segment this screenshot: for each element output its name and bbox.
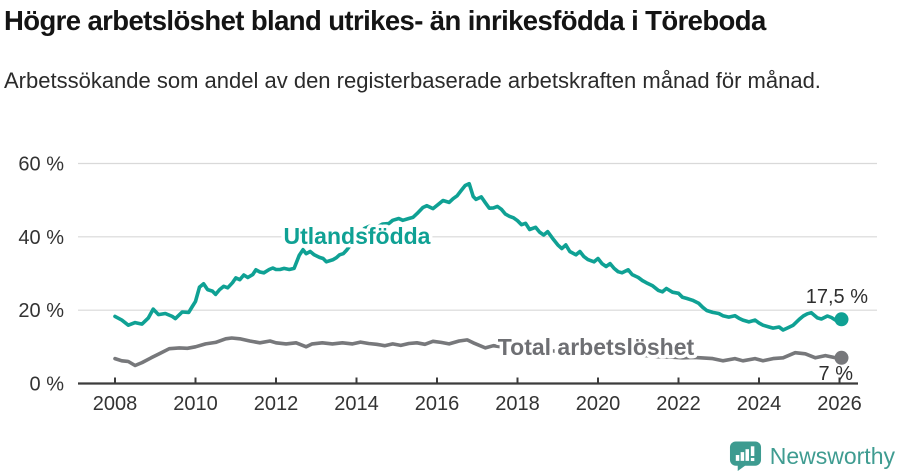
y-tick-label: 0 % [30, 374, 65, 396]
x-tick-label: 2020 [576, 393, 621, 415]
chart-subtitle: Arbetssökande som andel av den registerb… [4, 68, 821, 93]
y-tick-label: 40 % [18, 227, 64, 249]
series-label-total-arbetsloshet: Total arbetslöshet [498, 334, 695, 360]
x-tick-label: 2016 [415, 393, 460, 415]
x-tick-label: 2014 [334, 393, 379, 415]
newsworthy-brand: Newsworthy [729, 440, 895, 472]
x-tick-label: 2024 [737, 393, 782, 415]
y-tick-label: 20 % [18, 300, 64, 322]
series-end-dot-1 [834, 350, 849, 365]
bar-2 [740, 452, 744, 461]
series-line-0 [113, 181, 844, 332]
bar-3 [745, 449, 749, 461]
exclamation-stem [750, 446, 755, 456]
x-tick-label: 2008 [93, 393, 138, 415]
series-end-dot-0 [834, 312, 849, 327]
end-value-label-utlandsfodda: 17,5 % [806, 286, 868, 308]
x-tick-label: 2018 [495, 393, 540, 415]
x-tick-label: 2022 [656, 393, 701, 415]
end-value-label-total: 7 % [819, 363, 854, 385]
exclamation-dot [750, 457, 755, 462]
y-tick-label: 60 % [18, 154, 64, 176]
newsworthy-brand-text: Newsworthy [769, 442, 895, 469]
newsworthy-logo-icon [729, 441, 761, 472]
series-line-1 [113, 336, 844, 368]
gridlines [78, 162, 877, 311]
series-label-utlandsfodda: Utlandsfödda [284, 223, 431, 249]
x-tick-label: 2010 [173, 393, 218, 415]
x-axis [78, 377, 858, 385]
x-tick-label: 2026 [817, 393, 862, 415]
chart-title: Högre arbetslöshet bland utrikes- än inr… [4, 5, 766, 36]
series-lines [113, 181, 849, 368]
bar-1 [735, 455, 740, 461]
axis-tick-labels: 0 % 20 % 40 % 60 % 2008 2010 2012 2014 2016 2018 2… [18, 154, 861, 416]
x-tick-label: 2012 [254, 393, 299, 415]
